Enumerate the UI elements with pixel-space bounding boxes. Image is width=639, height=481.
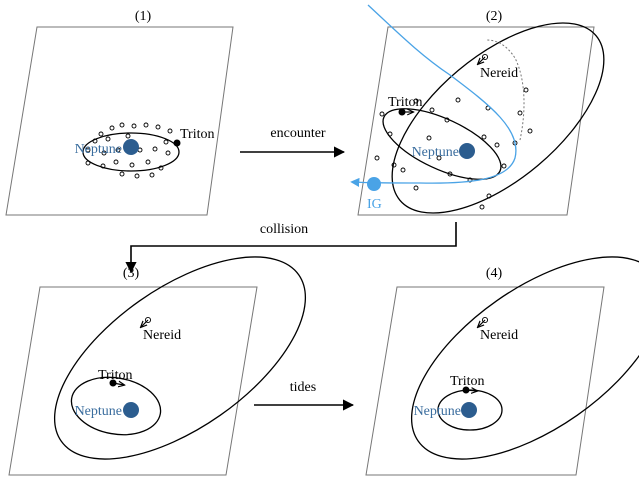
triton-orbit: [82, 132, 180, 172]
orbital-plane: [8, 286, 258, 476]
neptune: [123, 402, 139, 418]
ig-trajectory: [350, 4, 517, 187]
nereid-orbit: [53, 256, 307, 460]
collision-transition: collision: [125, 222, 457, 274]
triton-label: Triton: [98, 368, 133, 383]
panel-1: (1): [5, 9, 234, 216]
nereid-label: Nereid: [480, 328, 518, 343]
debris-cloud: [374, 87, 533, 210]
nereid-direction-arrow: [478, 56, 486, 64]
panel-3: (3) Neptune Triton Nereid: [8, 256, 307, 476]
nereid-direction-arrow: [478, 319, 486, 327]
triton-direction-arrow: [465, 390, 477, 391]
nereid-direction-arrow: [141, 319, 149, 327]
ig-body: [367, 177, 381, 191]
panel-number: (3): [123, 266, 140, 281]
nereid-path-dotted: [485, 39, 525, 141]
panel-2: (2): [350, 4, 605, 216]
panel-number: (1): [135, 9, 152, 24]
orbital-plane: [357, 26, 595, 216]
tides-label: tides: [290, 380, 316, 395]
triton-orbit: [70, 376, 162, 436]
encounter-transition: encounter: [240, 126, 346, 158]
neptune: [123, 139, 139, 155]
neptune: [461, 402, 477, 418]
ig-label: IG: [367, 197, 382, 212]
panel-number: (4): [486, 266, 503, 281]
encounter-label: encounter: [270, 126, 326, 141]
nereid-label: Nereid: [143, 328, 181, 343]
orbital-plane: [5, 26, 234, 216]
nereid-orbit: [391, 22, 605, 214]
triton-label: Triton: [388, 95, 423, 110]
neptune-label: Neptune: [412, 145, 459, 160]
triton-orbit: [382, 108, 502, 180]
neptune: [459, 143, 475, 159]
triton-label: Triton: [450, 374, 485, 389]
triton-label: Triton: [180, 127, 215, 142]
orbital-plane: [365, 286, 605, 476]
panel-4: (4) Neptune Triton Nereid: [365, 256, 639, 476]
triton: [173, 139, 181, 147]
collision-label: collision: [260, 222, 308, 237]
tides-transition: tides: [254, 380, 355, 411]
panel-number: (2): [486, 9, 503, 24]
nereid-label: Nereid: [480, 66, 518, 81]
collision-arrow: [125, 222, 457, 274]
neptune-label: Neptune: [414, 404, 461, 419]
triton-direction-arrow: [112, 383, 124, 385]
neptune-label: Neptune: [75, 142, 122, 157]
nereid-orbit: [410, 256, 639, 460]
neptune-label: Neptune: [75, 404, 122, 419]
